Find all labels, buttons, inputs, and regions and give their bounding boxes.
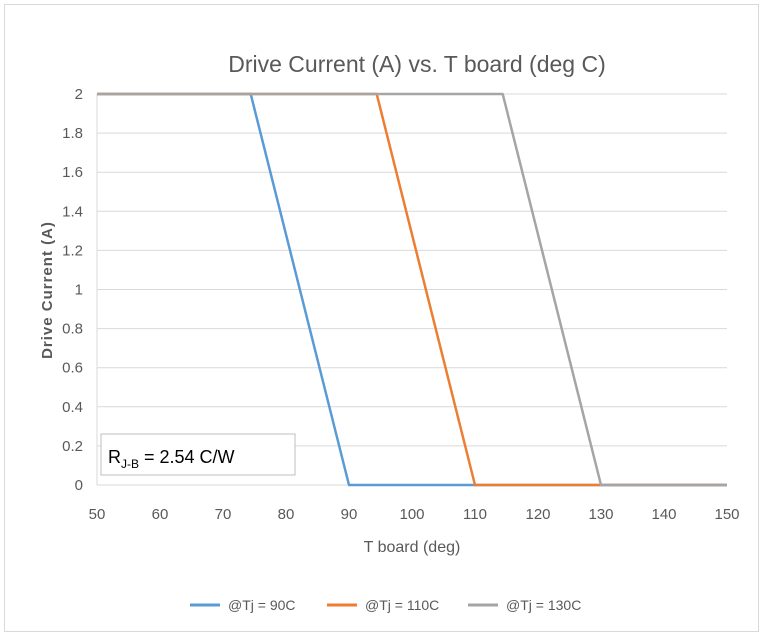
y-tick-label: 1.2	[62, 242, 83, 259]
y-tick-label: 1.8	[62, 125, 83, 142]
y-tick-label: 1.6	[62, 164, 83, 181]
annotation-rest: = 2.54 C/W	[139, 447, 235, 467]
x-tick-label: 120	[525, 506, 550, 523]
x-tick-label: 80	[278, 506, 295, 523]
y-tick-label: 0.2	[62, 438, 83, 455]
x-tick-label: 140	[651, 506, 676, 523]
legend-label: @Tj = 90C	[228, 597, 296, 613]
x-tick-label: 60	[152, 506, 169, 523]
legend-item-1: @Tj = 90C	[190, 597, 296, 613]
y-tick-label: 2	[75, 86, 83, 103]
legend-item-2: @Tj = 110C	[327, 597, 439, 613]
x-tick-label: 130	[588, 506, 613, 523]
x-tick-label: 90	[341, 506, 358, 523]
x-tick-label: 150	[714, 506, 739, 523]
annotation-subscript: J-B	[121, 457, 139, 471]
y-tick-label: 0.4	[62, 399, 83, 416]
x-tick-label: 110	[463, 506, 487, 523]
legend-label: @Tj = 110C	[365, 597, 439, 613]
annotation-box: RJ-B = 2.54 C/W	[100, 433, 296, 476]
chart-title: Drive Current (A) vs. T board (deg C)	[228, 51, 606, 77]
x-tick-label: 100	[399, 506, 424, 523]
x-tick-label: 70	[215, 506, 232, 523]
series-line-3	[97, 92, 727, 487]
legend: @Tj = 90C @Tj = 110C @Tj = 130C	[190, 597, 581, 613]
y-tick-label: 0.8	[62, 321, 83, 338]
y-tick-label: 1	[75, 282, 83, 299]
legend-item-3: @Tj = 130C	[468, 597, 581, 613]
y-tick-label: 0	[75, 477, 83, 494]
x-tick-labels: 50 60 70 80 90 100 110 120 130 140 150	[89, 506, 740, 523]
series-lines	[97, 92, 727, 487]
annotation-text: RJ-B = 2.54 C/W	[108, 447, 235, 471]
annotation-main: R	[108, 447, 121, 467]
x-tick-label: 50	[89, 506, 106, 523]
y-tick-label: 1.4	[62, 203, 83, 220]
gridlines	[96, 93, 727, 486]
x-axis-label: T board (deg)	[364, 539, 461, 556]
y-axis-label: Drive Current (A)	[39, 221, 56, 359]
annotation-box-border	[100, 433, 296, 476]
legend-label: @Tj = 130C	[506, 597, 581, 613]
y-tick-label: 0.6	[62, 360, 83, 377]
y-tick-labels: 0 0.2 0.4 0.6 0.8 1 1.2 1.4 1.6 1.8 2	[62, 86, 83, 494]
